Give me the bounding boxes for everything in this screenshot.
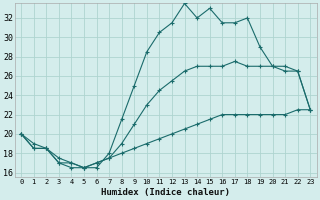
X-axis label: Humidex (Indice chaleur): Humidex (Indice chaleur) [101,188,230,197]
